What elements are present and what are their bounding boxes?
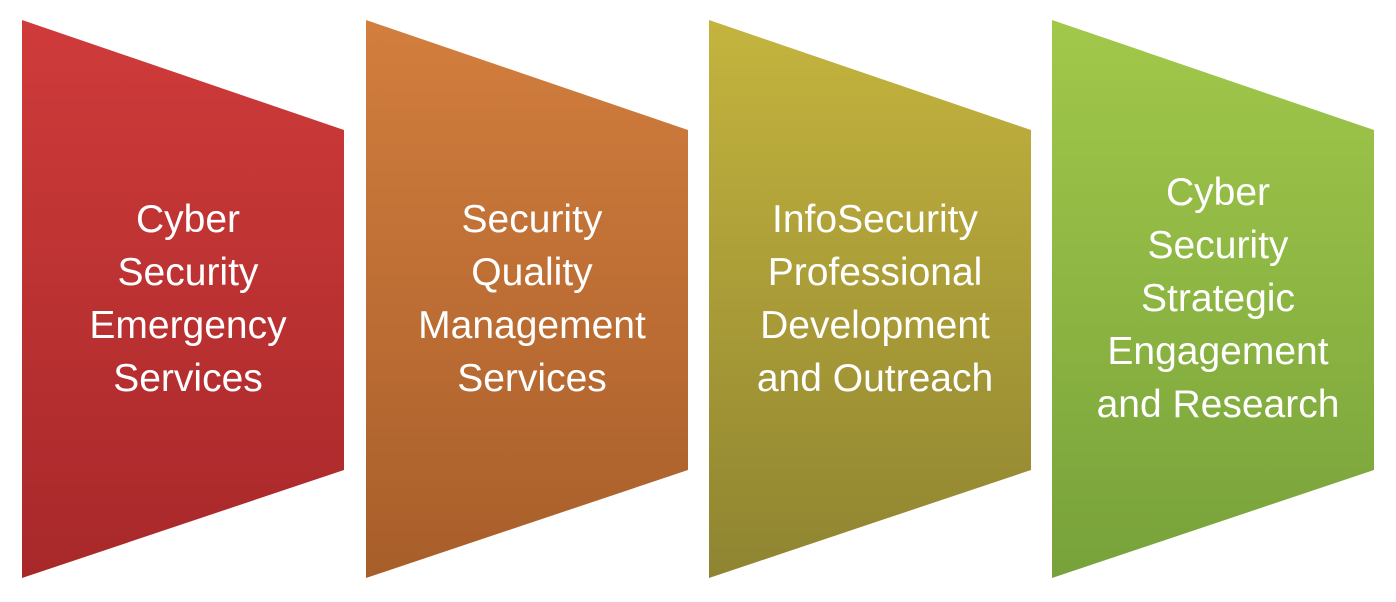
panel-cyber-security-strategic-engagement: Cyber Security Strategic Engagement and …	[1052, 0, 1382, 602]
panel-shape	[1052, 20, 1374, 578]
panel-cyber-security-emergency-services: Cyber Security Emergency Services	[22, 0, 352, 602]
panel-shape	[366, 20, 688, 578]
panel-shape	[22, 20, 344, 578]
panel-shape	[709, 20, 1031, 578]
panel-security-quality-management-services: Security Quality Management Services	[366, 0, 696, 602]
panel-infosecurity-professional-development: InfoSecurity Professional Development an…	[709, 0, 1039, 602]
panel-label: Security Quality Management Services	[418, 198, 646, 400]
panel-label: Cyber Security Emergency Services	[89, 198, 287, 400]
panel-label: InfoSecurity Professional Development an…	[756, 198, 994, 400]
panel-label: Cyber Security Strategic Engagement and …	[1096, 171, 1340, 426]
